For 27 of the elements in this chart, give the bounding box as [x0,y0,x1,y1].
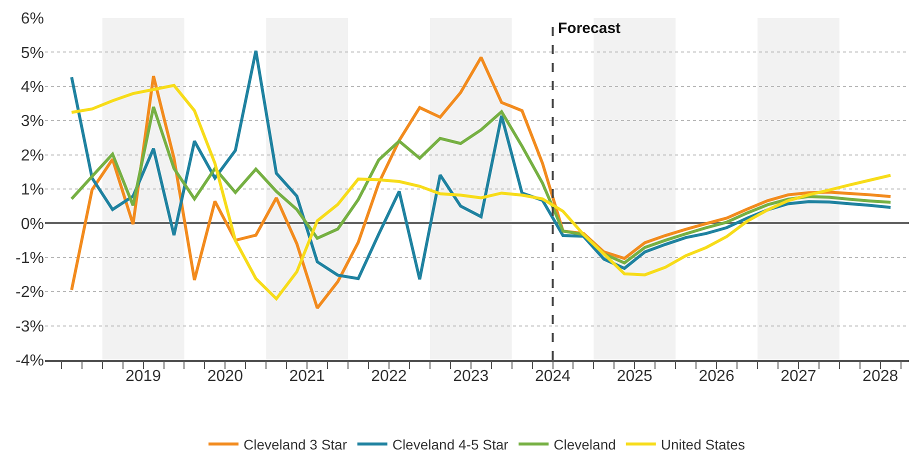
legend-label: Cleveland 4-5 Star [392,436,509,452]
x-tick-label: 2028 [862,368,898,386]
x-tick-label: 2026 [698,368,734,386]
y-tick-label: 6% [20,10,44,28]
legend-label: United States [660,436,745,452]
y-tick-label: 3% [20,113,44,130]
y-tick-label: -2% [16,284,44,302]
ref-line-label: Forecast [558,20,621,37]
x-tick-label: 2025 [616,368,653,386]
y-tick-label: 4% [20,79,44,96]
y-tick-label: -4% [16,352,44,370]
y-tick-label: 2% [20,147,44,164]
x-tick-label: 2027 [780,368,816,386]
y-tick-label: -1% [16,250,44,267]
x-tick-label: 2023 [453,368,489,386]
line-series [70,105,892,264]
x-tick-label: 2024 [534,368,571,386]
x-tick-label: 2020 [207,368,244,386]
y-tick-label: -3% [16,318,44,336]
y-tick-label: 0% [20,216,44,233]
x-tick-label: 2019 [125,368,162,386]
legend-label: Cleveland [554,436,616,452]
y-tick-label: 5% [20,44,44,62]
x-tick-label: 2021 [289,368,325,386]
legend-label: Cleveland 3 Star [244,436,348,452]
y-tick-label: 1% [20,182,44,199]
x-tick-label: 2022 [371,368,407,386]
